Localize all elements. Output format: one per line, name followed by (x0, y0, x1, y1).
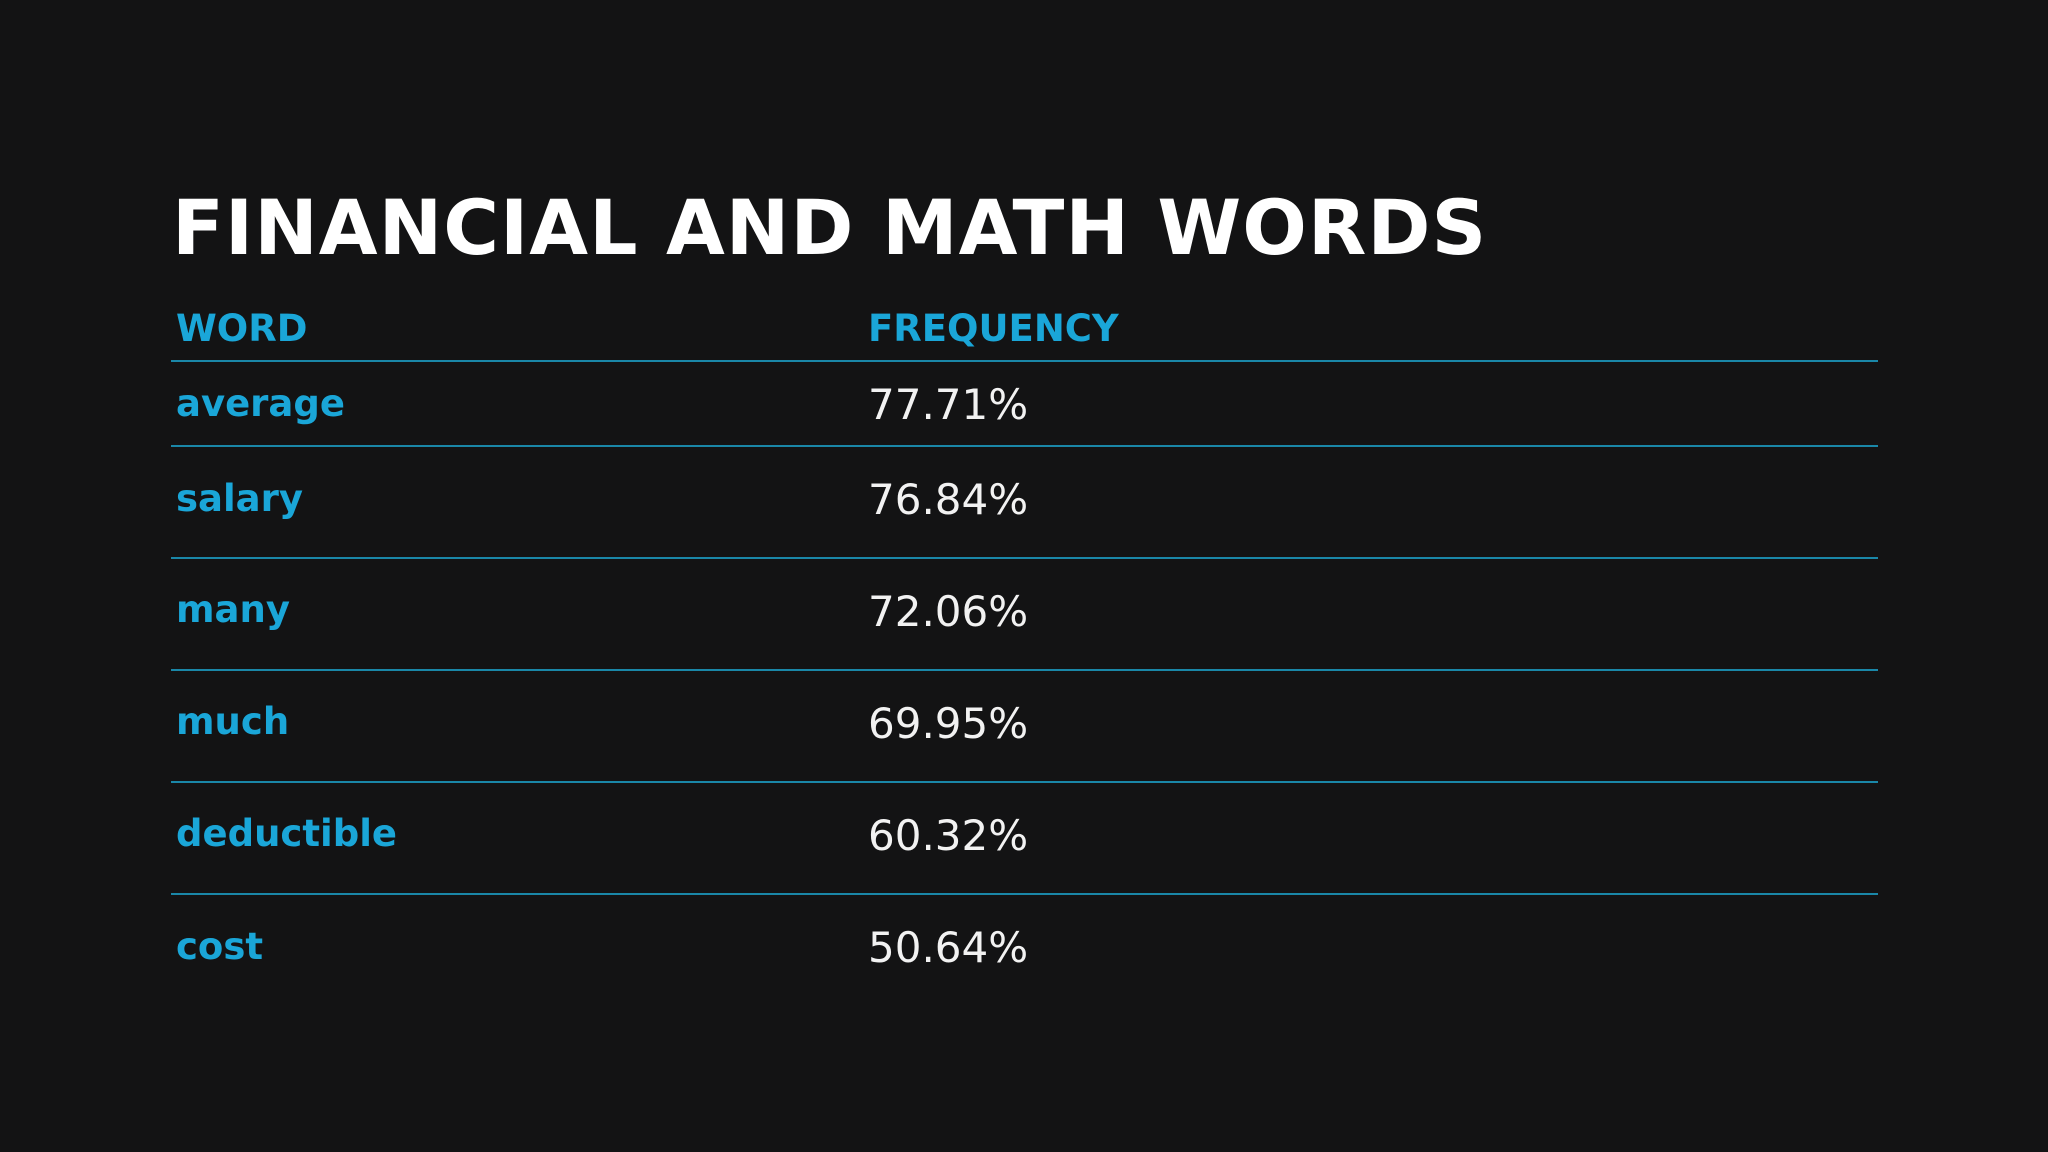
frequency-cell: 69.95% (868, 699, 1029, 748)
word-cell: average (176, 382, 345, 425)
word-cell: many (176, 588, 290, 631)
frequency-cell: 77.71% (868, 380, 1029, 429)
word-cell: cost (176, 925, 264, 968)
table-row: much 69.95% (171, 671, 1878, 783)
frequency-table: WORD FREQUENCY average 77.71% salary 76.… (171, 300, 1878, 1005)
word-cell: salary (176, 477, 304, 520)
page-title: FINANCIAL AND MATH WORDS (172, 183, 1488, 272)
frequency-cell: 76.84% (868, 475, 1029, 524)
column-header-frequency: FREQUENCY (868, 307, 1119, 350)
table-row: salary 76.84% (171, 447, 1878, 559)
table-row: cost 50.64% (171, 895, 1878, 1005)
frequency-cell: 72.06% (868, 587, 1029, 636)
table-row: deductible 60.32% (171, 783, 1878, 895)
word-cell: much (176, 700, 290, 743)
frequency-cell: 50.64% (868, 923, 1029, 972)
frequency-cell: 60.32% (868, 811, 1029, 860)
column-header-word: WORD (176, 307, 308, 350)
table-row: many 72.06% (171, 559, 1878, 671)
table-row: average 77.71% (171, 362, 1878, 447)
table-header: WORD FREQUENCY (171, 300, 1878, 362)
word-cell: deductible (176, 812, 397, 855)
